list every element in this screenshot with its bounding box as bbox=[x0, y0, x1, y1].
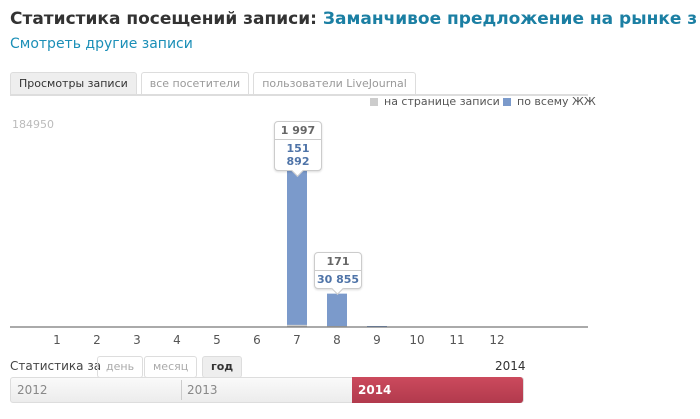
x-tick-label: 11 bbox=[449, 333, 464, 347]
bar-all-lj-8[interactable] bbox=[327, 293, 347, 327]
x-tick-label: 2 bbox=[93, 333, 101, 347]
tab-all-visitors[interactable]: все посетители bbox=[140, 72, 250, 94]
tooltip-page-views: 1 997 bbox=[280, 123, 316, 137]
page-heading: Статистика посещений записи: Заманчивое … bbox=[10, 9, 697, 29]
stats-period-label: Статистика за bbox=[10, 359, 102, 373]
x-tick-label: 8 bbox=[333, 333, 341, 347]
post-title-link[interactable]: Заманчивое предложение на рынке з bbox=[322, 9, 698, 29]
x-tick-label: 3 bbox=[133, 333, 141, 347]
timeline-year-2013[interactable]: 2013 bbox=[187, 383, 218, 397]
timeline-selected-range[interactable]: 2014 bbox=[352, 377, 523, 403]
tab-lj-users[interactable]: пользователи LiveJournal bbox=[253, 72, 416, 94]
period-day-button[interactable]: день bbox=[97, 356, 144, 378]
tooltip-page-views: 171 bbox=[326, 254, 350, 268]
page-title: Статистика посещений записи: bbox=[10, 9, 317, 29]
tooltip-month-8: 171 30 855 bbox=[314, 251, 362, 295]
legend-label-page: на странице записи bbox=[384, 95, 500, 108]
legend-swatch-all bbox=[503, 97, 511, 106]
year-timeline[interactable]: 2012 2013 2014 bbox=[10, 377, 524, 403]
period-month-button[interactable]: месяц bbox=[144, 356, 198, 378]
period-year-button[interactable]: год bbox=[202, 356, 243, 378]
y-axis-max-label: 184950 bbox=[12, 118, 54, 131]
bar-page-7[interactable] bbox=[287, 324, 307, 327]
legend-label-all: по всему ЖЖ bbox=[517, 95, 596, 108]
tabs-divider bbox=[10, 94, 588, 96]
timeline-divider bbox=[181, 380, 182, 400]
tab-post-views[interactable]: Просмотры записи bbox=[10, 72, 137, 94]
timeline-year-2014[interactable]: 2014 bbox=[358, 383, 392, 397]
x-tick-label: 10 bbox=[409, 333, 424, 347]
tooltip-all-views: 151 892 bbox=[275, 138, 321, 170]
legend-item-all: по всему ЖЖ bbox=[503, 95, 596, 108]
legend-item-page: на странице записи bbox=[370, 95, 500, 108]
x-tick-label: 4 bbox=[173, 333, 181, 347]
x-tick-label: 7 bbox=[293, 333, 301, 347]
view-tabs: Просмотры записи все посетители пользова… bbox=[10, 72, 420, 94]
bar-all-lj-7[interactable] bbox=[287, 162, 307, 327]
other-posts-link[interactable]: Смотреть другие записи bbox=[10, 36, 193, 52]
tooltip-all-views: 30 855 bbox=[315, 269, 361, 288]
legend-swatch-page bbox=[370, 97, 378, 106]
x-tick-label: 12 bbox=[489, 333, 504, 347]
timeline-year-2012[interactable]: 2012 bbox=[17, 383, 48, 397]
x-tick-label: 1 bbox=[53, 333, 61, 347]
x-tick-label: 5 bbox=[213, 333, 221, 347]
views-bar-chart: 1 2 3 4 5 6 7 8 9 10 11 12 bbox=[10, 162, 588, 347]
x-tick-label: 6 bbox=[253, 333, 261, 347]
x-tick-label: 9 bbox=[373, 333, 381, 347]
current-year-label: 2014 bbox=[495, 359, 526, 373]
tooltip-month-7: 1 997 151 892 bbox=[274, 120, 322, 177]
